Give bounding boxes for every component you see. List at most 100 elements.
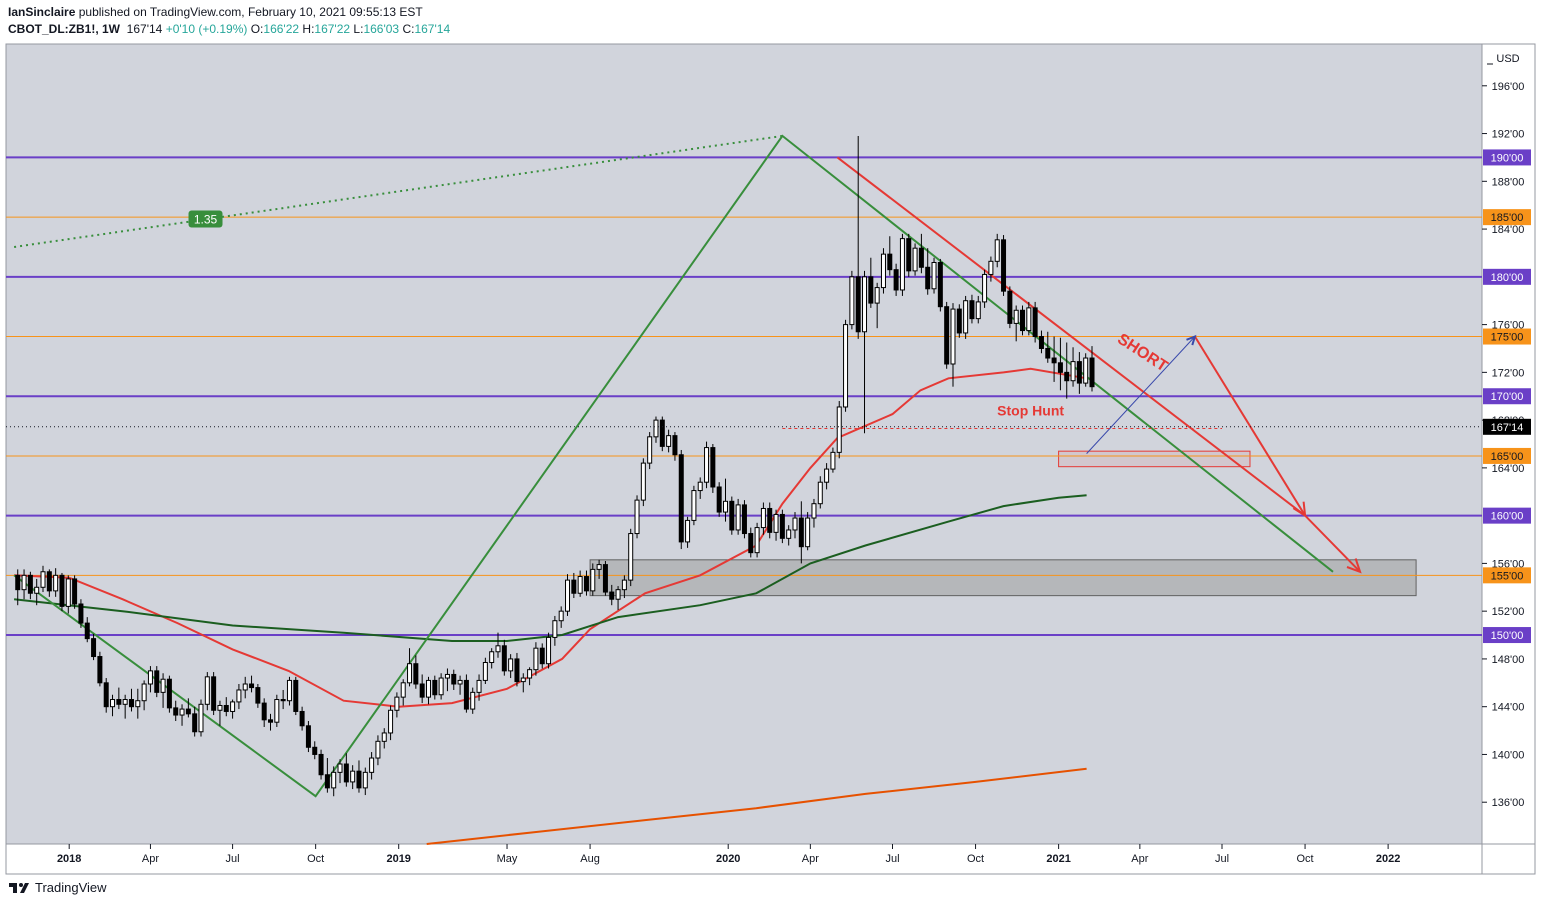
time-axis-background[interactable] — [6, 844, 1482, 874]
candle[interactable] — [192, 706, 198, 737]
candle[interactable] — [798, 501, 804, 564]
level-price-tag[interactable] — [1483, 388, 1531, 405]
candle[interactable] — [407, 648, 413, 687]
candle[interactable] — [824, 463, 830, 490]
candle[interactable] — [1051, 336, 1057, 382]
candle[interactable] — [261, 698, 267, 727]
candle[interactable] — [400, 679, 406, 706]
candle[interactable] — [286, 676, 292, 706]
candle[interactable] — [369, 752, 375, 780]
support-zone[interactable] — [589, 559, 1417, 597]
candle[interactable] — [773, 509, 779, 541]
candle[interactable] — [204, 672, 210, 711]
level-price-tag[interactable] — [1483, 447, 1531, 464]
candle[interactable] — [299, 706, 305, 731]
candle[interactable] — [350, 765, 356, 790]
candle[interactable] — [944, 301, 950, 369]
candle[interactable] — [760, 502, 766, 535]
level-price-tag[interactable] — [1483, 328, 1531, 345]
candle[interactable] — [659, 416, 665, 452]
candle[interactable] — [811, 498, 817, 528]
candle[interactable] — [135, 688, 141, 719]
candle[interactable] — [937, 258, 943, 312]
author-name[interactable]: IanSinclaire — [8, 5, 76, 19]
candle[interactable] — [691, 485, 697, 526]
candle[interactable] — [1032, 301, 1038, 343]
candle[interactable] — [116, 687, 122, 710]
candle[interactable] — [969, 294, 975, 324]
candle[interactable] — [242, 676, 248, 699]
candle[interactable] — [748, 527, 754, 558]
candle[interactable] — [312, 741, 318, 760]
candle[interactable] — [173, 700, 179, 722]
candle[interactable] — [185, 698, 191, 718]
candle[interactable] — [198, 699, 204, 737]
candle[interactable] — [602, 561, 608, 596]
target-box[interactable] — [1058, 450, 1251, 468]
candle[interactable] — [463, 674, 469, 713]
candle[interactable] — [154, 666, 160, 698]
candle[interactable] — [1076, 352, 1082, 394]
candle[interactable] — [817, 476, 823, 509]
candle[interactable] — [628, 528, 634, 587]
candle[interactable] — [274, 694, 280, 727]
candle[interactable] — [918, 233, 924, 274]
candle[interactable] — [843, 319, 849, 412]
candle[interactable] — [912, 243, 918, 276]
candle[interactable] — [963, 295, 969, 339]
candle[interactable] — [565, 574, 571, 616]
candle[interactable] — [1089, 346, 1095, 392]
candle[interactable] — [786, 525, 792, 546]
candle[interactable] — [1007, 286, 1013, 329]
level-price-tag[interactable] — [1483, 567, 1531, 584]
candle[interactable] — [381, 728, 387, 749]
candle[interactable] — [324, 758, 330, 793]
candle[interactable] — [46, 569, 52, 597]
candle[interactable] — [413, 655, 419, 689]
candle[interactable] — [741, 500, 747, 539]
candle[interactable] — [255, 684, 261, 708]
candle[interactable] — [975, 295, 981, 324]
candle[interactable] — [520, 673, 526, 693]
candle[interactable] — [1026, 301, 1032, 336]
candle[interactable] — [470, 687, 476, 714]
candle[interactable] — [678, 449, 684, 550]
candle[interactable] — [147, 666, 153, 693]
candle[interactable] — [956, 304, 962, 338]
candle[interactable] — [1013, 305, 1019, 342]
candle[interactable] — [15, 569, 21, 606]
candle[interactable] — [438, 673, 444, 700]
moving-average-3[interactable] — [426, 767, 1087, 845]
moving-average-2[interactable] — [13, 494, 1087, 642]
candle[interactable] — [621, 575, 627, 599]
candle[interactable] — [1070, 347, 1076, 387]
candle[interactable] — [805, 512, 811, 551]
candle[interactable] — [899, 233, 905, 296]
candle[interactable] — [982, 269, 988, 308]
candle[interactable] — [716, 482, 722, 517]
level-price-tag[interactable] — [1483, 209, 1531, 226]
footer-brand[interactable]: TradingView — [8, 880, 107, 895]
candle[interactable] — [128, 688, 134, 712]
candle[interactable] — [489, 648, 495, 669]
level-price-tag[interactable] — [1483, 268, 1531, 285]
candle[interactable] — [849, 270, 855, 330]
candle[interactable] — [356, 760, 362, 793]
level-price-tag[interactable] — [1483, 627, 1531, 644]
candle[interactable] — [166, 675, 172, 713]
candle[interactable] — [609, 584, 615, 606]
candle[interactable] — [91, 633, 97, 661]
candle[interactable] — [704, 441, 710, 489]
candle[interactable] — [685, 516, 691, 548]
candle[interactable] — [577, 570, 583, 597]
candle[interactable] — [451, 669, 457, 690]
candle[interactable] — [388, 705, 394, 741]
candle[interactable] — [457, 675, 463, 695]
level-price-tag[interactable] — [1483, 507, 1531, 524]
blue-bounce-arrow[interactable] — [1086, 336, 1196, 454]
candle[interactable] — [925, 248, 931, 295]
candle[interactable] — [988, 256, 994, 282]
candle[interactable] — [994, 233, 1000, 268]
candle[interactable] — [539, 643, 545, 669]
candle[interactable] — [558, 606, 564, 628]
